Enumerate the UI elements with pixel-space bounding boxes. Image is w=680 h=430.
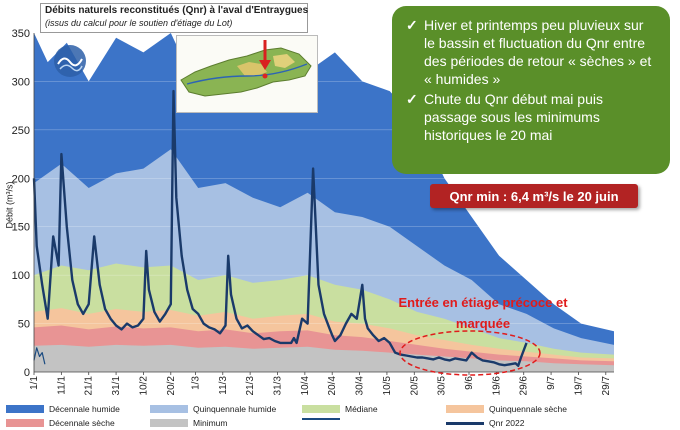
- basin-map-inset: [176, 35, 318, 113]
- checkmark-icon: ✓: [406, 91, 418, 107]
- legend-label: Médiane: [345, 404, 378, 414]
- summary-bullet-text: Chute du Qnr début mai puis passage sous…: [424, 91, 603, 143]
- x-tick-label: 10/2: [138, 376, 149, 396]
- y-axis-label: Débit (m³/s): [4, 181, 15, 229]
- x-tick-label: 20/4: [327, 376, 338, 396]
- series-line-0: [33, 347, 46, 365]
- legend-label: Quinquennale humide: [193, 404, 277, 414]
- x-tick-label: 31/1: [111, 376, 122, 396]
- x-tick-label: 30/5: [437, 376, 448, 396]
- x-tick-label: 1/1: [29, 376, 40, 390]
- x-tick-label: 21/1: [84, 376, 95, 396]
- chart-subtitle: (issus du calcul pour le soutien d'étiag…: [45, 18, 233, 28]
- x-tick-label: 10/4: [300, 376, 311, 396]
- legend-swatch: [150, 405, 188, 413]
- x-tick-label: 31/3: [272, 376, 283, 396]
- y-tick-label: 50: [18, 319, 30, 331]
- x-tick-label: 29/6: [519, 376, 530, 396]
- legend-swatch: [302, 418, 340, 420]
- x-tick-label: 9/7: [546, 376, 557, 390]
- x-tick-label: 20/2: [166, 376, 177, 396]
- x-tick-label: 11/1: [56, 376, 67, 395]
- legend-label: Quinquennale sèche: [489, 404, 567, 414]
- legend-item: Qnr 2022: [446, 418, 524, 428]
- x-tick-label: 21/3: [245, 376, 256, 396]
- x-tick-label: 30/4: [355, 376, 366, 396]
- flow-series: [32, 89, 528, 367]
- legend-swatch: [446, 421, 484, 425]
- legend-item: Décennale humide: [6, 404, 120, 414]
- basin-map-icon: [180, 40, 312, 97]
- legend-label: Décennale sèche: [49, 418, 115, 428]
- legend-swatch: [6, 405, 44, 413]
- summary-bullet: ✓ Chute du Qnr début mai puis passage so…: [406, 90, 658, 144]
- x-tick-label: 19/6: [491, 376, 502, 396]
- chart-title-box: Débits naturels reconstitués (Qnr) à l'a…: [40, 3, 308, 33]
- y-tick-label: 200: [12, 173, 30, 185]
- series-line-1: [32, 89, 528, 367]
- legend-swatch: [302, 405, 340, 413]
- y-tick-label: 0: [24, 367, 30, 379]
- low-flow-highlight-ellipse: [399, 330, 541, 376]
- y-tick-label: 350: [12, 28, 30, 40]
- y-axis: 0 50 100 150 200 250 300 350: [12, 28, 35, 379]
- legend-swatch: [6, 419, 44, 427]
- y-tick-label: 250: [12, 125, 30, 137]
- organisation-logo-icon: [54, 45, 86, 77]
- legend-item: Minimum: [150, 418, 227, 428]
- y-tick-label: 100: [12, 270, 30, 282]
- x-tick-label: 19/7: [573, 376, 584, 396]
- chart-title: Débits naturels reconstitués (Qnr) à l'a…: [45, 5, 309, 16]
- summary-bullet: ✓ Hiver et printemps peu pluvieux sur le…: [406, 16, 658, 88]
- band-5: [34, 344, 614, 372]
- legend-swatch: [150, 419, 188, 427]
- chart-legend: Décennale humide Quinquennale humide Média…: [0, 402, 680, 430]
- legend-item: Quinquennale humide: [150, 404, 276, 414]
- qnr-min-badge: Qnr min : 6,4 m³/s le 20 juin: [430, 184, 638, 208]
- checkmark-icon: ✓: [406, 17, 418, 33]
- low-flow-annotation: Entrée en étiage précoce et marquée: [398, 295, 568, 331]
- x-tick-label: 11/3: [218, 376, 229, 395]
- legend-label: Qnr 2022: [489, 418, 525, 428]
- x-tick-label: 20/5: [409, 376, 420, 396]
- summary-callout: ✓ Hiver et printemps peu pluvieux sur le…: [392, 6, 670, 174]
- legend-item: [302, 418, 345, 420]
- legend-label: Minimum: [193, 418, 228, 428]
- x-tick-label: 1/3: [190, 376, 201, 390]
- x-tick-label: 10/5: [382, 376, 393, 396]
- summary-bullet-text: Hiver et printemps peu pluvieux sur le b…: [424, 17, 652, 87]
- legend-item: Quinquennale sèche: [446, 404, 567, 414]
- x-tick-label: 9/6: [464, 376, 475, 390]
- legend-item: Décennale sèche: [6, 418, 115, 428]
- legend-swatch: [446, 405, 484, 413]
- y-tick-label: 150: [12, 222, 30, 234]
- y-tick-label: 300: [12, 76, 30, 88]
- legend-item: Médiane: [302, 404, 378, 414]
- legend-label: Décennale humide: [49, 404, 120, 414]
- x-tick-label: 29/7: [601, 376, 612, 396]
- x-axis: 1/1 11/1 21/1 31/1 10/2 20/2 1/3 11/3 21/3 31/3 10…: [29, 371, 614, 396]
